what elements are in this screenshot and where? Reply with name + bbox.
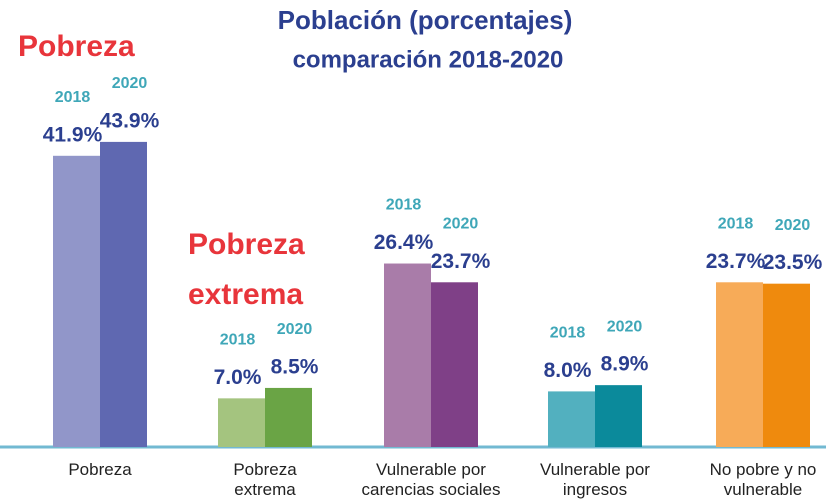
data-label: 8.0% [544,359,592,382]
bar [763,283,810,447]
data-label: 8.5% [271,355,319,378]
series-label: 2018 [220,332,256,349]
data-label: 43.9% [100,109,160,132]
series-label: 2018 [718,216,754,233]
bar [265,387,312,447]
annotation: Pobreza [18,30,135,63]
bar [100,141,147,447]
series-label: 2020 [443,216,479,233]
bar [716,282,763,447]
series-label: 2018 [386,197,422,214]
data-label: 26.4% [374,231,434,254]
bar [548,391,595,447]
bar [53,155,100,448]
data-label: 7.0% [214,366,262,389]
data-label: 41.9% [43,123,103,146]
category-label: No pobre y no vulnerable [709,460,817,499]
data-label: 23.7% [431,250,491,273]
series-label: 2018 [550,325,586,342]
annotation: Pobreza extrema [188,228,305,311]
category-label: Vulnerable por ingresos [540,460,650,499]
series-label: 2020 [607,318,643,335]
data-label: 23.5% [763,251,823,274]
category-label: Pobreza extrema [233,460,297,499]
bar [218,398,265,447]
data-label: 23.7% [706,250,766,273]
data-label: 8.9% [601,353,649,376]
chart-title: Población (porcentajes) [278,5,573,35]
chart-subtitle: comparación 2018-2020 [293,46,564,73]
series-label: 2020 [112,75,148,92]
series-label: 2020 [277,321,313,338]
category-label: Pobreza [68,460,132,479]
series-label: 2020 [775,217,811,234]
bar [431,282,478,447]
bar [595,385,642,447]
category-label: Vulnerable por carencias sociales [361,460,501,499]
series-label: 2018 [55,89,91,106]
bar [384,263,431,447]
